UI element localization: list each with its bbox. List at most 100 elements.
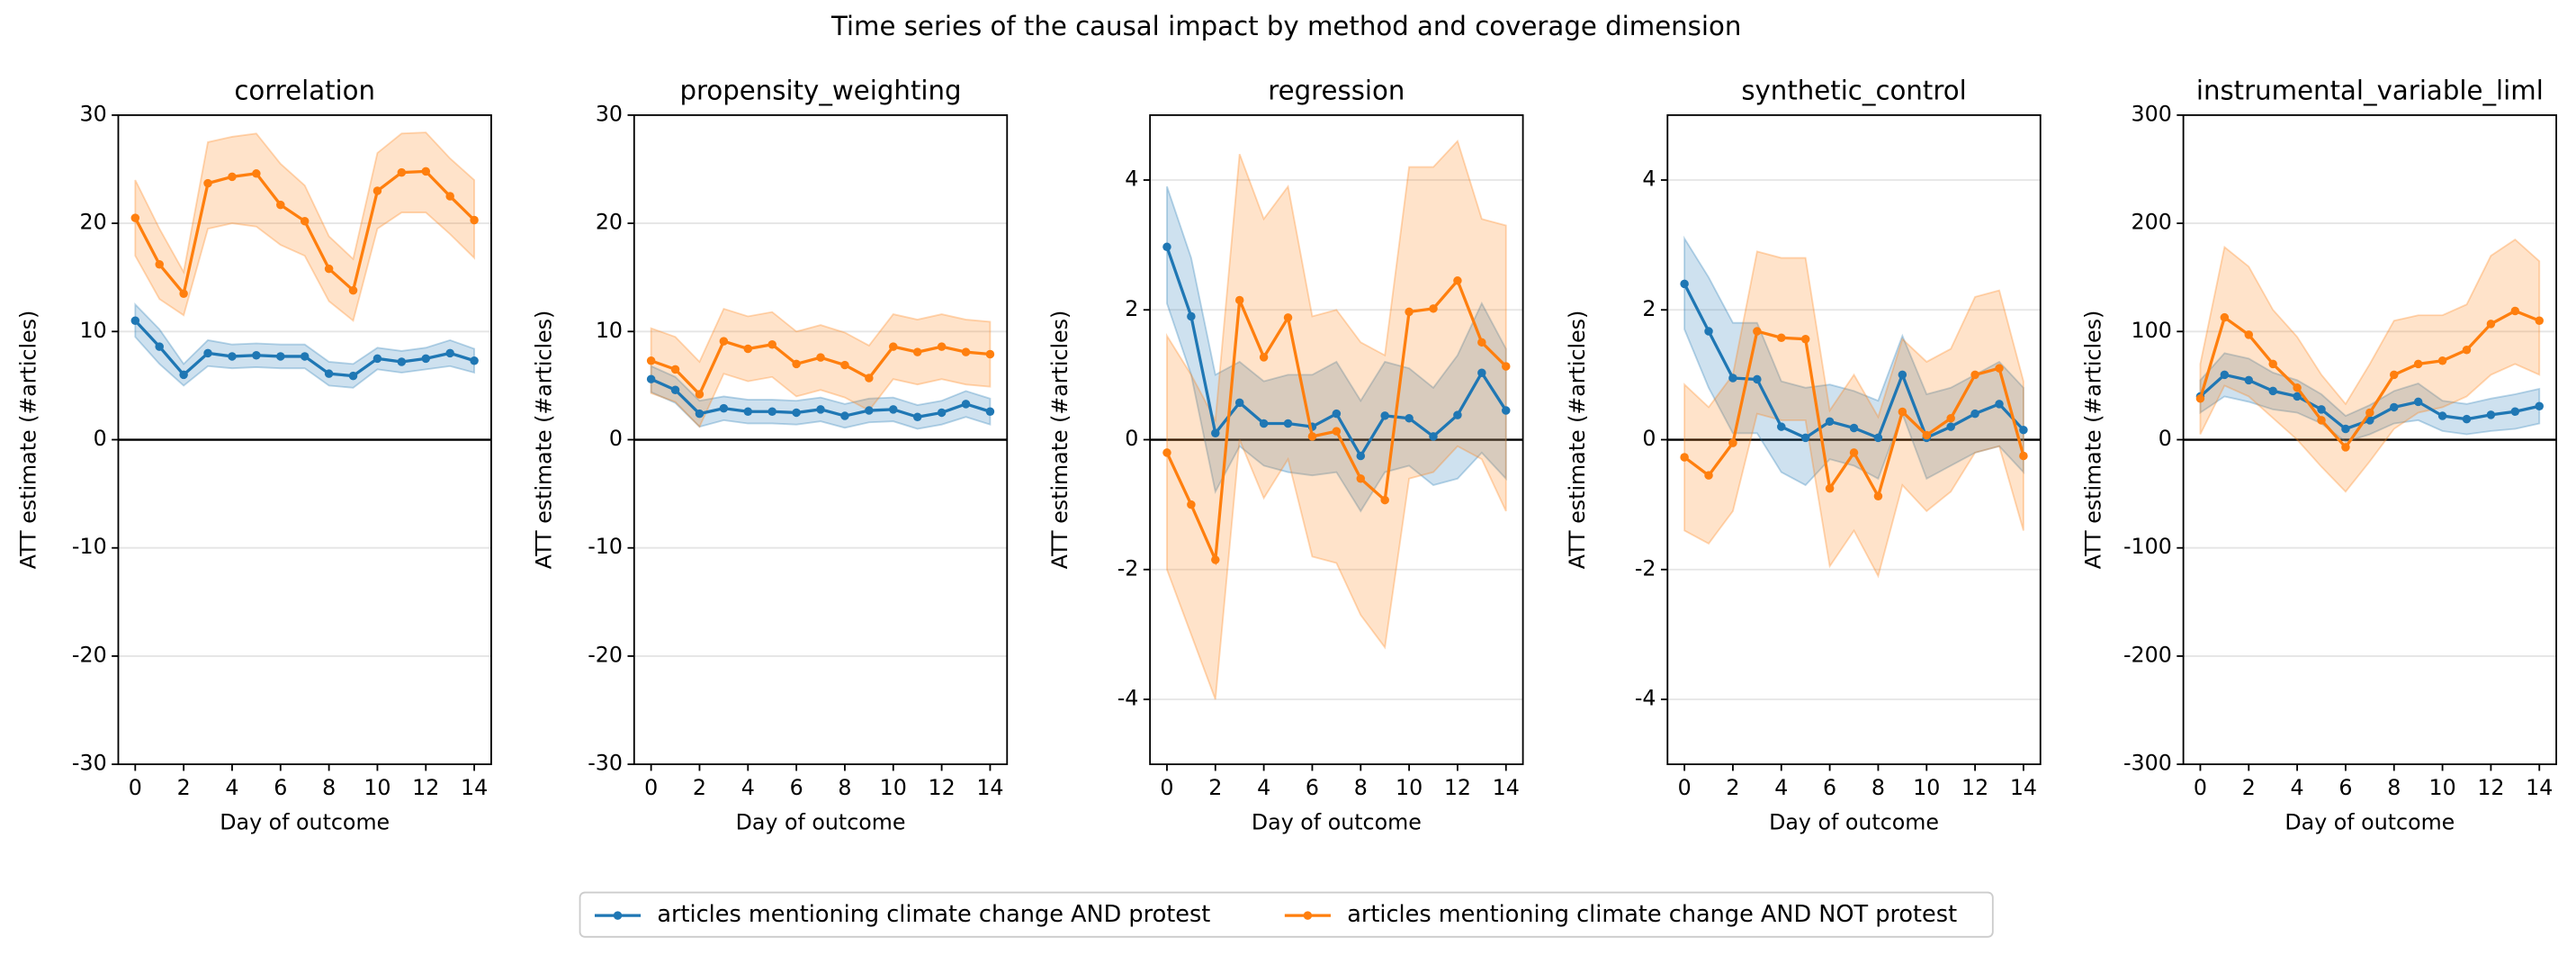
point — [1898, 407, 1907, 417]
subplot-title: propensity_weighting — [679, 75, 961, 105]
x-axis-label: Day of outcome — [736, 809, 906, 834]
y-tick-label: -10 — [588, 534, 623, 559]
point — [2437, 411, 2447, 420]
point — [1502, 406, 1511, 415]
point — [792, 408, 801, 418]
x-tick-label: 0 — [2194, 775, 2207, 800]
figure-title: Time series of the causal impact by meth… — [830, 11, 1741, 41]
y-tick-label: 0 — [1125, 426, 1138, 451]
y-tick-label: 4 — [1642, 167, 1656, 192]
point — [1380, 495, 1389, 505]
x-tick-label: 6 — [1823, 775, 1836, 800]
legend-marker — [613, 911, 623, 920]
point — [646, 374, 656, 383]
point — [1453, 276, 1462, 285]
confidence-band — [2199, 352, 2541, 443]
y-tick-label: 10 — [596, 318, 623, 343]
subplot-title: regression — [1268, 75, 1405, 105]
point — [816, 353, 825, 362]
point — [445, 192, 454, 201]
point — [2220, 312, 2230, 322]
x-tick-label: 4 — [2291, 775, 2304, 800]
point — [276, 352, 285, 361]
confidence-band — [134, 302, 476, 389]
point — [889, 342, 898, 351]
subplot-title: instrumental_variable_liml — [2196, 75, 2544, 105]
y-tick-label: 10 — [79, 318, 106, 343]
point — [1946, 422, 1955, 431]
y-tick-label: 20 — [596, 210, 623, 235]
x-tick-label: 8 — [322, 775, 336, 800]
y-tick-label: -20 — [588, 642, 623, 667]
point — [1800, 433, 1810, 443]
point — [1753, 374, 1762, 384]
point — [1680, 453, 1689, 462]
x-tick-label: 10 — [2428, 775, 2455, 800]
point — [1970, 409, 1979, 419]
point — [1405, 307, 1414, 317]
x-tick-label: 4 — [1257, 775, 1270, 800]
point — [324, 264, 334, 274]
point — [743, 344, 753, 354]
point — [1995, 400, 2004, 409]
point — [985, 407, 995, 416]
point — [228, 352, 237, 361]
axes-frame — [633, 113, 1009, 766]
x-tick-label: 0 — [1160, 775, 1173, 800]
point — [1873, 433, 1883, 443]
point — [961, 400, 971, 409]
y-axis-label: ATT estimate (#articles) — [1047, 311, 1073, 570]
point — [155, 260, 164, 269]
x-axis-label: Day of outcome — [220, 809, 390, 834]
point — [2510, 407, 2520, 416]
x-tick-label: 4 — [741, 775, 755, 800]
x-tick-label: 2 — [1726, 775, 1739, 800]
x-tick-label: 6 — [1306, 775, 1319, 800]
point — [889, 405, 898, 414]
confidence-band — [2199, 238, 2541, 493]
x-axis-label: Day of outcome — [1769, 809, 1939, 834]
x-tick-label: 6 — [2338, 775, 2352, 800]
point — [1970, 370, 1979, 380]
point — [2390, 370, 2399, 380]
point — [1477, 338, 1486, 347]
y-tick-label: 20 — [79, 210, 106, 235]
point — [1704, 327, 1713, 336]
point — [1502, 362, 1511, 371]
point — [1234, 295, 1244, 305]
y-tick-label: 0 — [1642, 426, 1656, 451]
confidence-band — [1166, 185, 1507, 513]
x-tick-label: 8 — [2387, 775, 2401, 800]
x-tick-label: 2 — [2242, 775, 2256, 800]
point — [421, 354, 431, 364]
y-tick-label: 30 — [79, 101, 106, 126]
point — [937, 408, 947, 418]
point — [1873, 491, 1883, 500]
point — [2317, 405, 2326, 414]
axes-frame — [1666, 113, 2042, 766]
x-tick-label: 6 — [274, 775, 287, 800]
y-tick-label: 2 — [1125, 296, 1138, 321]
point — [1704, 471, 1713, 480]
x-axis-label: Day of outcome — [1252, 809, 1422, 834]
y-tick-label: 200 — [2132, 210, 2172, 235]
point — [252, 350, 261, 360]
x-tick-label: 2 — [1208, 775, 1222, 800]
x-tick-label: 14 — [2010, 775, 2037, 800]
point — [155, 342, 164, 351]
x-tick-label: 0 — [1678, 775, 1692, 800]
y-tick-label: -10 — [72, 534, 107, 559]
point — [1162, 242, 1171, 252]
point — [1922, 430, 1932, 440]
x-axis-label: Day of outcome — [2284, 809, 2455, 834]
point — [695, 409, 705, 419]
x-tick-label: 12 — [929, 775, 956, 800]
point — [912, 347, 922, 356]
point — [767, 339, 776, 349]
point — [300, 352, 310, 361]
point — [1429, 432, 1438, 441]
legend-entry: articles mentioning climate change AND p… — [594, 901, 1210, 928]
point — [670, 385, 680, 394]
